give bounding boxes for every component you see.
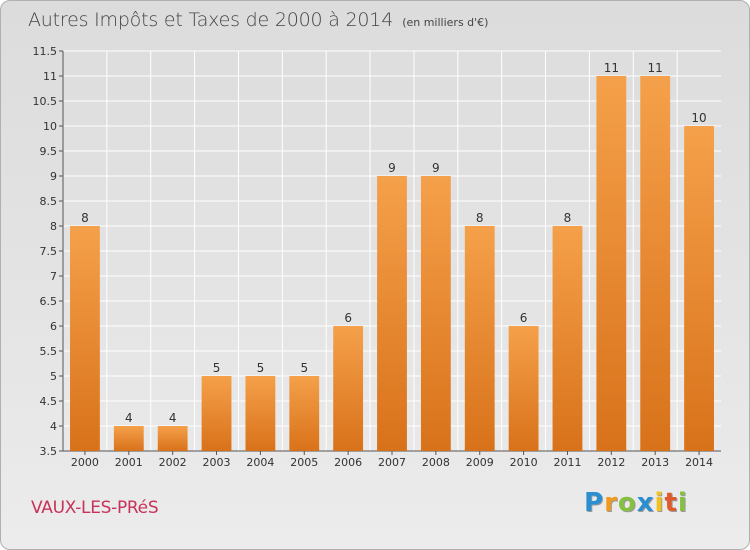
x-tick-label: 2000 xyxy=(71,456,99,469)
y-tick-label: 9 xyxy=(50,170,57,183)
x-tick-label: 2014 xyxy=(685,456,713,469)
logo-letter: P xyxy=(584,488,605,518)
data-label: 8 xyxy=(564,211,572,225)
y-tick-label: 7 xyxy=(50,270,57,283)
x-tick-label: 2013 xyxy=(641,456,669,469)
commune-name: VAUX-LES-PRéS xyxy=(31,498,159,518)
data-label: 11 xyxy=(604,61,619,75)
bar xyxy=(464,226,495,451)
x-tick-label: 2006 xyxy=(334,456,362,469)
x-tick-label: 2011 xyxy=(553,456,581,469)
bar xyxy=(70,226,100,451)
data-label: 10 xyxy=(691,111,706,125)
bar xyxy=(684,126,714,451)
data-label: 11 xyxy=(648,61,663,75)
data-label: 9 xyxy=(432,161,440,175)
x-tick-label: 2012 xyxy=(597,456,625,469)
data-label: 5 xyxy=(300,361,308,375)
proxiti-logo: Proxiti xyxy=(584,488,688,518)
y-tick-label: 8 xyxy=(50,220,57,233)
data-label: 5 xyxy=(257,361,265,375)
y-tick-label: 5.5 xyxy=(40,345,58,358)
x-tick-label: 2007 xyxy=(378,456,406,469)
y-tick-label: 11 xyxy=(43,70,57,83)
y-tick-label: 7.5 xyxy=(40,245,58,258)
bar xyxy=(552,226,583,451)
data-label: 6 xyxy=(344,311,352,325)
chart-subtitle: (en milliers d'€) xyxy=(402,16,489,29)
bar xyxy=(333,326,364,451)
logo-letter: o xyxy=(617,488,637,518)
x-tick-label: 2009 xyxy=(466,456,494,469)
logo-letter: i xyxy=(654,488,665,518)
y-tick-label: 5 xyxy=(50,370,57,383)
x-tick-label: 2005 xyxy=(290,456,318,469)
y-tick-label: 8.5 xyxy=(40,195,58,208)
y-tick-label: 3.5 xyxy=(40,445,58,458)
data-label: 6 xyxy=(520,311,528,325)
chart-title-row: Autres Impôts et Taxes de 2000 à 2014 (e… xyxy=(28,9,488,31)
logo-letter: r xyxy=(604,488,618,518)
bars xyxy=(70,76,714,451)
logo-letter: x xyxy=(636,488,655,518)
x-tick-label: 2002 xyxy=(159,456,187,469)
bar xyxy=(596,76,627,451)
y-tick-label: 11.5 xyxy=(33,45,58,58)
y-tick-label: 10.5 xyxy=(33,95,58,108)
logo-letter: i xyxy=(677,488,688,518)
data-label: 5 xyxy=(213,361,221,375)
bar xyxy=(157,426,188,451)
data-label: 4 xyxy=(169,411,177,425)
y-tick-label: 4.5 xyxy=(40,395,58,408)
bar xyxy=(377,176,407,451)
chart-title: Autres Impôts et Taxes de 2000 à 2014 xyxy=(28,9,394,31)
y-tick-label: 6 xyxy=(50,320,57,333)
x-tick-label: 2001 xyxy=(115,456,143,469)
x-tick-label: 2010 xyxy=(510,456,538,469)
y-tick-label: 4 xyxy=(50,420,57,433)
bar xyxy=(201,376,232,451)
bar xyxy=(420,176,451,451)
bar xyxy=(289,376,320,451)
labels: 3.5 4 4.5 5 5.5 6 6.5 7 7.5 8 8.5 9 9.5 10 10.5 11 11.5 2… xyxy=(33,45,714,469)
data-label: 9 xyxy=(388,161,396,175)
y-tick-label: 9.5 xyxy=(40,145,58,158)
bar xyxy=(640,76,671,451)
bar xyxy=(508,326,539,451)
bar xyxy=(245,376,276,451)
bar xyxy=(113,426,144,451)
x-tick-label: 2008 xyxy=(422,456,450,469)
x-tick-label: 2003 xyxy=(203,456,231,469)
y-tick-label: 6.5 xyxy=(40,295,58,308)
logo-letter: t xyxy=(664,488,678,518)
data-label: 8 xyxy=(476,211,484,225)
y-tick-label: 10 xyxy=(43,120,57,133)
data-label: 4 xyxy=(125,411,133,425)
data-label: 8 xyxy=(81,211,89,225)
x-tick-label: 2004 xyxy=(246,456,274,469)
